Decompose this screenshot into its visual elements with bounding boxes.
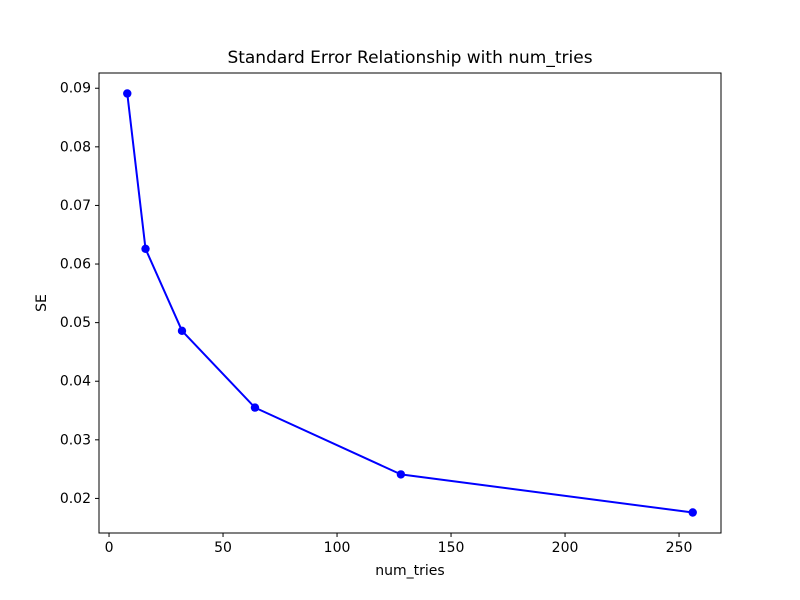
data-point — [141, 244, 150, 253]
data-point — [177, 326, 187, 336]
x-tick-label: 50 — [214, 540, 232, 556]
y-tick-label: 0.05 — [60, 315, 91, 331]
se-line — [126, 93, 693, 514]
x-axis-label: num_tries — [375, 563, 444, 579]
data-series — [123, 89, 697, 517]
data-point — [396, 470, 406, 479]
data-point — [688, 508, 697, 517]
y-tick-label: 0.06 — [60, 257, 91, 273]
x-tick-label: 0 — [105, 540, 114, 556]
x-tick-label: 200 — [552, 540, 579, 556]
chart-title: Standard Error Relationship with num_tri… — [227, 48, 592, 68]
y-tick-label: 0.08 — [60, 139, 91, 155]
x-tick-label: 150 — [438, 540, 465, 556]
y-tick-label: 0.02 — [60, 491, 91, 507]
data-point — [250, 403, 260, 412]
x-tick-label: 100 — [324, 540, 351, 556]
axis-ticks: 0 50 100 150 200 250 0.02 0.03 0.04 0.05 0.06 0.07 0… — [60, 81, 693, 556]
data-point — [123, 89, 132, 98]
y-tick-label: 0.09 — [60, 81, 91, 97]
plot-frame — [98, 72, 722, 534]
y-tick-label: 0.04 — [60, 374, 91, 390]
y-axis-label: SE — [34, 294, 50, 312]
y-tick-label: 0.07 — [60, 198, 91, 214]
x-tick-label: 250 — [666, 540, 693, 556]
y-tick-label: 0.03 — [60, 432, 91, 448]
